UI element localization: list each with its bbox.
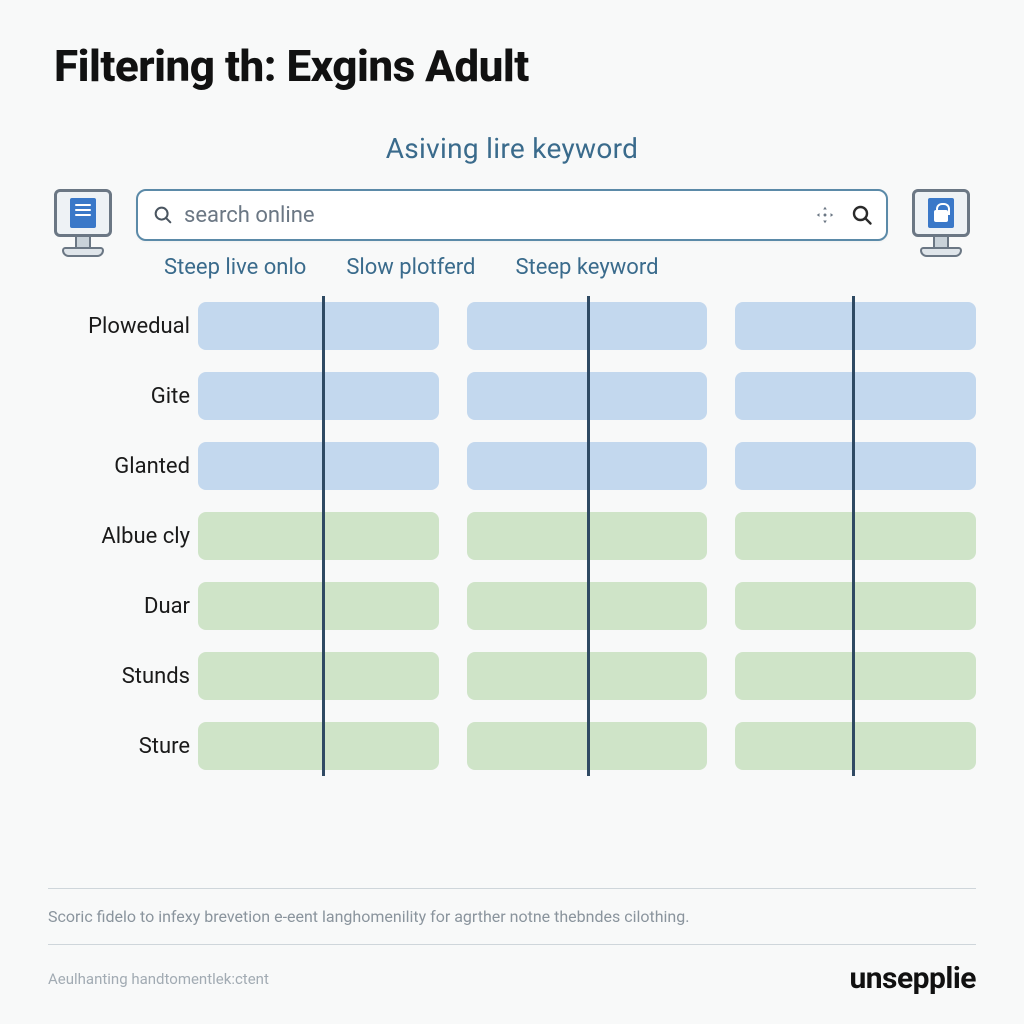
footer: Scoric fidelo to infexy brevetion e-eent… (48, 888, 976, 996)
search-box[interactable] (136, 189, 888, 241)
cell (735, 512, 976, 560)
cell (198, 652, 439, 700)
cell (735, 652, 976, 700)
options-icon[interactable] (814, 204, 836, 226)
row-label-5: Stunds (48, 652, 198, 700)
brand-logo: unsepplie (849, 961, 976, 996)
cell (198, 302, 439, 350)
filter-tabs: Steep live onlo Slow plotferd Steep keywor… (136, 255, 888, 280)
cell (198, 442, 439, 490)
row-label-3: Albue cly (48, 512, 198, 560)
row-label-0: Plowedual (48, 302, 198, 350)
row-label-6: Sture (48, 722, 198, 770)
submit-search-icon[interactable] (850, 203, 874, 227)
subtitle: Asiving lire keyword (48, 132, 976, 165)
search-icon (152, 204, 174, 226)
cell (735, 372, 976, 420)
grid-vline-2 (852, 296, 855, 776)
cell (735, 722, 976, 770)
footnote: Scoric fidelo to infexy brevetion e-eent… (48, 889, 976, 944)
cell (198, 512, 439, 560)
filter-tab-2[interactable]: Steep keyword (515, 255, 658, 280)
filter-tab-1[interactable]: Slow plotferd (346, 255, 475, 280)
monitor-lock-icon (906, 189, 976, 257)
search-row: Steep live onlo Slow plotferd Steep keywor… (48, 189, 976, 280)
filter-tab-0[interactable]: Steep live onlo (164, 255, 306, 280)
cell (198, 582, 439, 630)
cell (198, 722, 439, 770)
cell (735, 582, 976, 630)
cell (735, 302, 976, 350)
results-grid: Plowedual Gite Glanted Albue cly Duar Stunds S… (48, 296, 976, 770)
row-label-4: Duar (48, 582, 198, 630)
cell (735, 442, 976, 490)
search-input[interactable] (184, 203, 804, 228)
cell (198, 372, 439, 420)
monitor-doc-icon (48, 189, 118, 257)
page-title: Filtering th: Exgins Adult (54, 40, 976, 92)
row-label-2: Glanted (48, 442, 198, 490)
smallprint: Aeulhanting handtomentlek:ctent (48, 970, 269, 988)
grid-vline-1 (587, 296, 590, 776)
row-label-1: Gite (48, 372, 198, 420)
grid-vline-0 (322, 296, 325, 776)
